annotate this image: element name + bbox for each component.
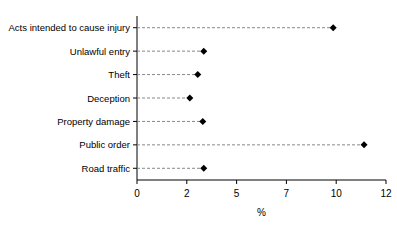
x-tick-label: 7 — [284, 188, 290, 199]
x-tick-label: 2 — [184, 188, 190, 199]
leader-line — [137, 98, 190, 99]
leader-line — [137, 27, 333, 28]
x-tick-label: 12 — [380, 188, 392, 199]
y-tick — [133, 144, 137, 145]
category-label: Deception — [87, 93, 130, 104]
x-tick — [137, 180, 138, 184]
category-label: Property damage — [57, 116, 130, 127]
y-tick — [133, 74, 137, 75]
leader-line — [137, 74, 198, 75]
dot — [199, 118, 206, 125]
x-tick-label: 0 — [134, 188, 140, 199]
marks — [137, 24, 368, 172]
y-tick — [133, 121, 137, 122]
leader-line — [137, 168, 204, 169]
y-tick — [133, 51, 137, 52]
dot — [361, 141, 368, 148]
x-axis-label: % — [257, 207, 266, 218]
dot — [200, 165, 207, 172]
chart: 0 2 5 7 10 12% Acts intended to cause injury Un… — [0, 0, 397, 227]
leader-line — [137, 51, 204, 52]
dot — [200, 48, 207, 55]
category-label: Theft — [108, 69, 130, 80]
x-tick-label: 10 — [331, 188, 343, 199]
x-tick — [186, 180, 187, 184]
x-tick — [286, 180, 287, 184]
x-tick-label: 5 — [234, 188, 240, 199]
category-label: Unlawful entry — [70, 46, 130, 57]
dot — [330, 24, 337, 31]
dot — [186, 95, 193, 102]
x-tick — [236, 180, 237, 184]
y-tick — [133, 98, 137, 99]
x-tick — [336, 180, 337, 184]
category-label: Acts intended to cause injury — [9, 22, 131, 33]
x-tick — [386, 180, 387, 184]
leader-line — [137, 121, 203, 122]
chart-svg: 0 2 5 7 10 12% Acts intended to cause injury Un… — [0, 0, 397, 227]
dot — [194, 71, 201, 78]
y-tick — [133, 168, 137, 169]
leader-line — [137, 144, 364, 145]
category-label: Road traffic — [82, 163, 131, 174]
y-tick — [133, 27, 137, 28]
category-label: Public order — [79, 139, 130, 150]
x-axis-line — [137, 180, 386, 181]
